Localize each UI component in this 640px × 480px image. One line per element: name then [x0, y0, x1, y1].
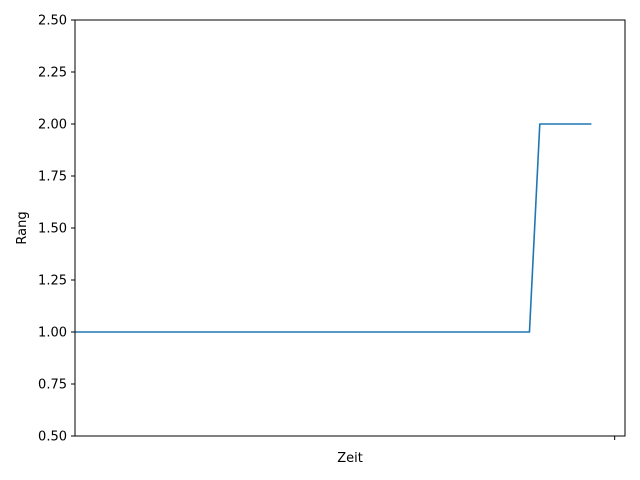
y-tick-label: 2.50 [38, 14, 67, 29]
y-axis-ticks: 0.50 0.75 1.00 1.25 1.50 1.75 2.00 2.25 2.50 [38, 14, 75, 445]
y-tick-label: 1.50 [38, 222, 67, 237]
plot-area [75, 20, 625, 436]
y-tick-label: 0.75 [38, 378, 67, 393]
y-tick-label: 1.00 [38, 326, 67, 341]
y-tick-label: 2.00 [38, 118, 67, 133]
series-line-0 [75, 123, 592, 333]
y-tick-label: 1.75 [38, 170, 67, 185]
y-axis-title: Rang [15, 211, 30, 244]
x-axis-title: Zeit [337, 451, 363, 466]
y-tick-label: 1.25 [38, 274, 67, 289]
y-tick-label: 2.25 [38, 66, 67, 81]
y-tick-label: 0.50 [38, 430, 67, 445]
series-group [75, 123, 592, 333]
plot-frame [74, 19, 626, 437]
